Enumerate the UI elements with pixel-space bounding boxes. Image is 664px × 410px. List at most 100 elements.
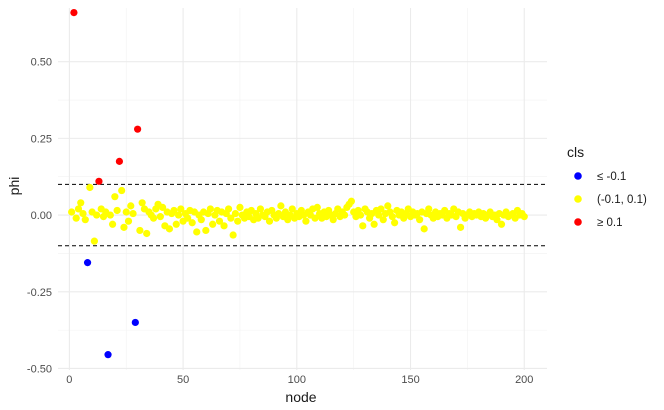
data-point-low <box>131 318 139 327</box>
data-point-mid <box>77 199 85 207</box>
y-tick-label: -0.25 <box>27 287 52 299</box>
y-tick-label: 0.00 <box>31 210 52 222</box>
data-point-mid <box>420 225 428 233</box>
data-points <box>68 9 528 359</box>
minor-gridlines <box>58 8 547 370</box>
data-point-mid <box>120 223 128 231</box>
data-point-mid <box>497 220 506 228</box>
data-point-mid <box>456 223 465 231</box>
data-point-mid <box>79 209 87 218</box>
x-tick-label: 150 <box>401 374 419 386</box>
y-tick-label: 0.50 <box>31 57 52 69</box>
data-point-mid <box>106 211 114 219</box>
data-point-mid <box>124 217 133 225</box>
data-point-mid <box>188 219 196 227</box>
data-point-mid <box>149 214 158 222</box>
data-point-mid <box>81 216 89 224</box>
data-point-mid <box>138 199 146 207</box>
data-point-high <box>95 177 103 185</box>
data-point-mid <box>265 217 274 225</box>
data-point-mid <box>220 222 228 230</box>
data-point-mid <box>209 220 217 228</box>
data-point-mid <box>193 228 201 236</box>
data-point-mid <box>156 213 164 221</box>
legend-label: (-0.1, 0.1) <box>597 194 647 206</box>
data-point-mid <box>224 205 233 213</box>
data-point-mid <box>416 216 424 224</box>
data-point-mid <box>184 214 192 222</box>
x-tick-label: 0 <box>66 374 72 386</box>
data-point-mid <box>170 206 178 215</box>
reference-lines <box>58 183 547 247</box>
data-point-mid <box>86 183 94 192</box>
data-point-high <box>134 125 142 133</box>
data-point-mid <box>227 214 235 222</box>
data-point-mid <box>236 203 244 212</box>
data-point-mid <box>202 226 210 235</box>
data-point-mid <box>425 205 433 213</box>
data-point-mid <box>143 229 151 238</box>
x-tick-labels: 0 50 100 150 200 <box>66 374 533 386</box>
data-point-mid <box>231 209 240 218</box>
legend-key <box>574 218 582 226</box>
data-point-mid <box>493 216 501 224</box>
data-point-mid <box>375 211 383 219</box>
data-point-mid <box>311 214 319 222</box>
data-point-mid <box>302 217 310 225</box>
y-tick-label: 0.25 <box>31 133 52 145</box>
data-point-mid <box>370 220 378 228</box>
data-point-mid <box>379 216 387 224</box>
data-point-mid <box>108 220 117 228</box>
data-point-mid <box>215 217 224 225</box>
data-point-low <box>104 351 112 359</box>
major-gridlines <box>58 8 547 370</box>
data-point-mid <box>93 211 101 219</box>
data-point-mid <box>165 225 174 233</box>
x-tick-label: 200 <box>515 374 533 386</box>
data-point-mid <box>118 186 126 195</box>
data-point-mid <box>520 213 528 221</box>
data-point-mid <box>111 193 119 201</box>
data-point-low <box>83 259 92 267</box>
y-tick-labels: -0.50 -0.25 0.00 0.25 0.50 <box>27 57 52 376</box>
data-point-mid <box>234 217 242 225</box>
data-point-mid <box>313 203 321 212</box>
legend-label: ≤ -0.1 <box>597 171 626 183</box>
data-point-mid <box>347 197 355 205</box>
legend-key <box>574 195 582 203</box>
data-point-mid <box>90 237 98 245</box>
y-tick-label: -0.50 <box>27 363 52 375</box>
x-tick-label: 100 <box>288 374 306 386</box>
data-point-mid <box>391 219 399 227</box>
legend: cls ≤ -0.1 (-0.1, 0.1) ≥ 0.1 <box>567 144 647 229</box>
data-point-high <box>115 157 124 165</box>
data-point-mid <box>74 205 83 213</box>
data-point-mid <box>68 208 76 216</box>
legend-title: cls <box>567 144 584 160</box>
legend-label: ≥ 0.1 <box>597 217 623 229</box>
data-point-mid <box>172 220 180 228</box>
data-point-mid <box>122 208 130 216</box>
data-point-mid <box>177 205 185 213</box>
data-point-mid <box>127 202 135 210</box>
data-point-mid <box>229 231 237 239</box>
data-point-mid <box>356 211 365 219</box>
data-point-mid <box>113 206 121 215</box>
data-point-high <box>70 9 78 17</box>
data-point-mid <box>340 211 349 219</box>
data-point-mid <box>256 205 265 213</box>
x-axis-title: node <box>285 389 316 405</box>
data-point-mid <box>159 203 167 212</box>
data-point-mid <box>384 202 392 210</box>
data-point-mid <box>197 216 205 224</box>
data-point-mid <box>174 211 183 219</box>
data-point-mid <box>72 214 80 222</box>
data-point-mid <box>136 226 144 235</box>
data-point-mid <box>277 202 285 210</box>
data-point-mid <box>377 205 385 213</box>
data-point-mid <box>329 216 337 224</box>
data-point-mid <box>288 205 296 213</box>
y-axis-title: phi <box>6 177 22 196</box>
data-point-mid <box>359 222 367 230</box>
data-point-mid <box>129 209 137 218</box>
